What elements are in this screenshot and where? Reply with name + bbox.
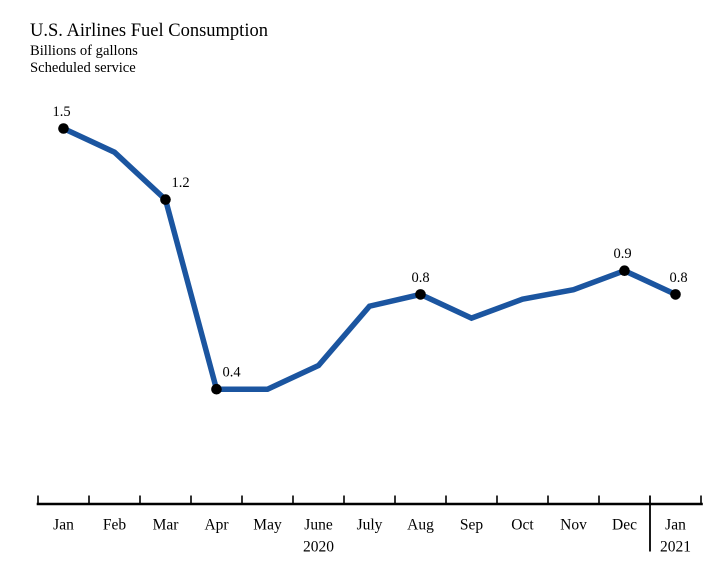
x-tick-label: Mar xyxy=(153,517,180,534)
data-point-label: 0.8 xyxy=(669,270,687,286)
x-tick-label: Sep xyxy=(460,517,484,534)
x-year-label: 2020 xyxy=(303,539,334,556)
x-tick-label: Feb xyxy=(103,517,127,534)
chart-title: U.S. Airlines Fuel Consumption xyxy=(30,21,268,41)
data-point-marker xyxy=(58,123,69,134)
data-point-marker xyxy=(415,289,426,300)
x-tick-label: Apr xyxy=(204,517,229,534)
data-point-marker xyxy=(619,265,630,277)
x-tick-label: July xyxy=(357,517,383,534)
x-tick-label: Aug xyxy=(407,517,434,534)
data-point-marker xyxy=(160,194,171,205)
data-point-label: 0.4 xyxy=(222,365,241,381)
series-line xyxy=(62,126,677,392)
chart-header: U.S. Airlines Fuel Consumption Billions … xyxy=(30,20,268,77)
x-tick-label: May xyxy=(253,517,282,534)
x-tick-label: Dec xyxy=(612,517,637,534)
data-point-marker xyxy=(211,383,222,395)
x-tick-label: Jan xyxy=(53,517,74,534)
data-point-label: 0.8 xyxy=(411,270,429,286)
x-tick-label: Nov xyxy=(560,517,587,534)
data-point-marker xyxy=(670,289,681,300)
chart-note-subtitle: Scheduled service xyxy=(30,60,136,76)
data-point-label: 0.9 xyxy=(613,246,631,262)
data-point-label: 1.2 xyxy=(171,175,189,191)
x-year-label: 2021 xyxy=(660,539,691,556)
x-tick-label: June xyxy=(304,517,333,534)
x-tick-label: Jan xyxy=(665,517,686,534)
chart-units-subtitle: Billions of gallons xyxy=(30,43,138,59)
x-tick-label: Oct xyxy=(511,517,534,534)
data-point-label: 1.5 xyxy=(52,104,70,120)
